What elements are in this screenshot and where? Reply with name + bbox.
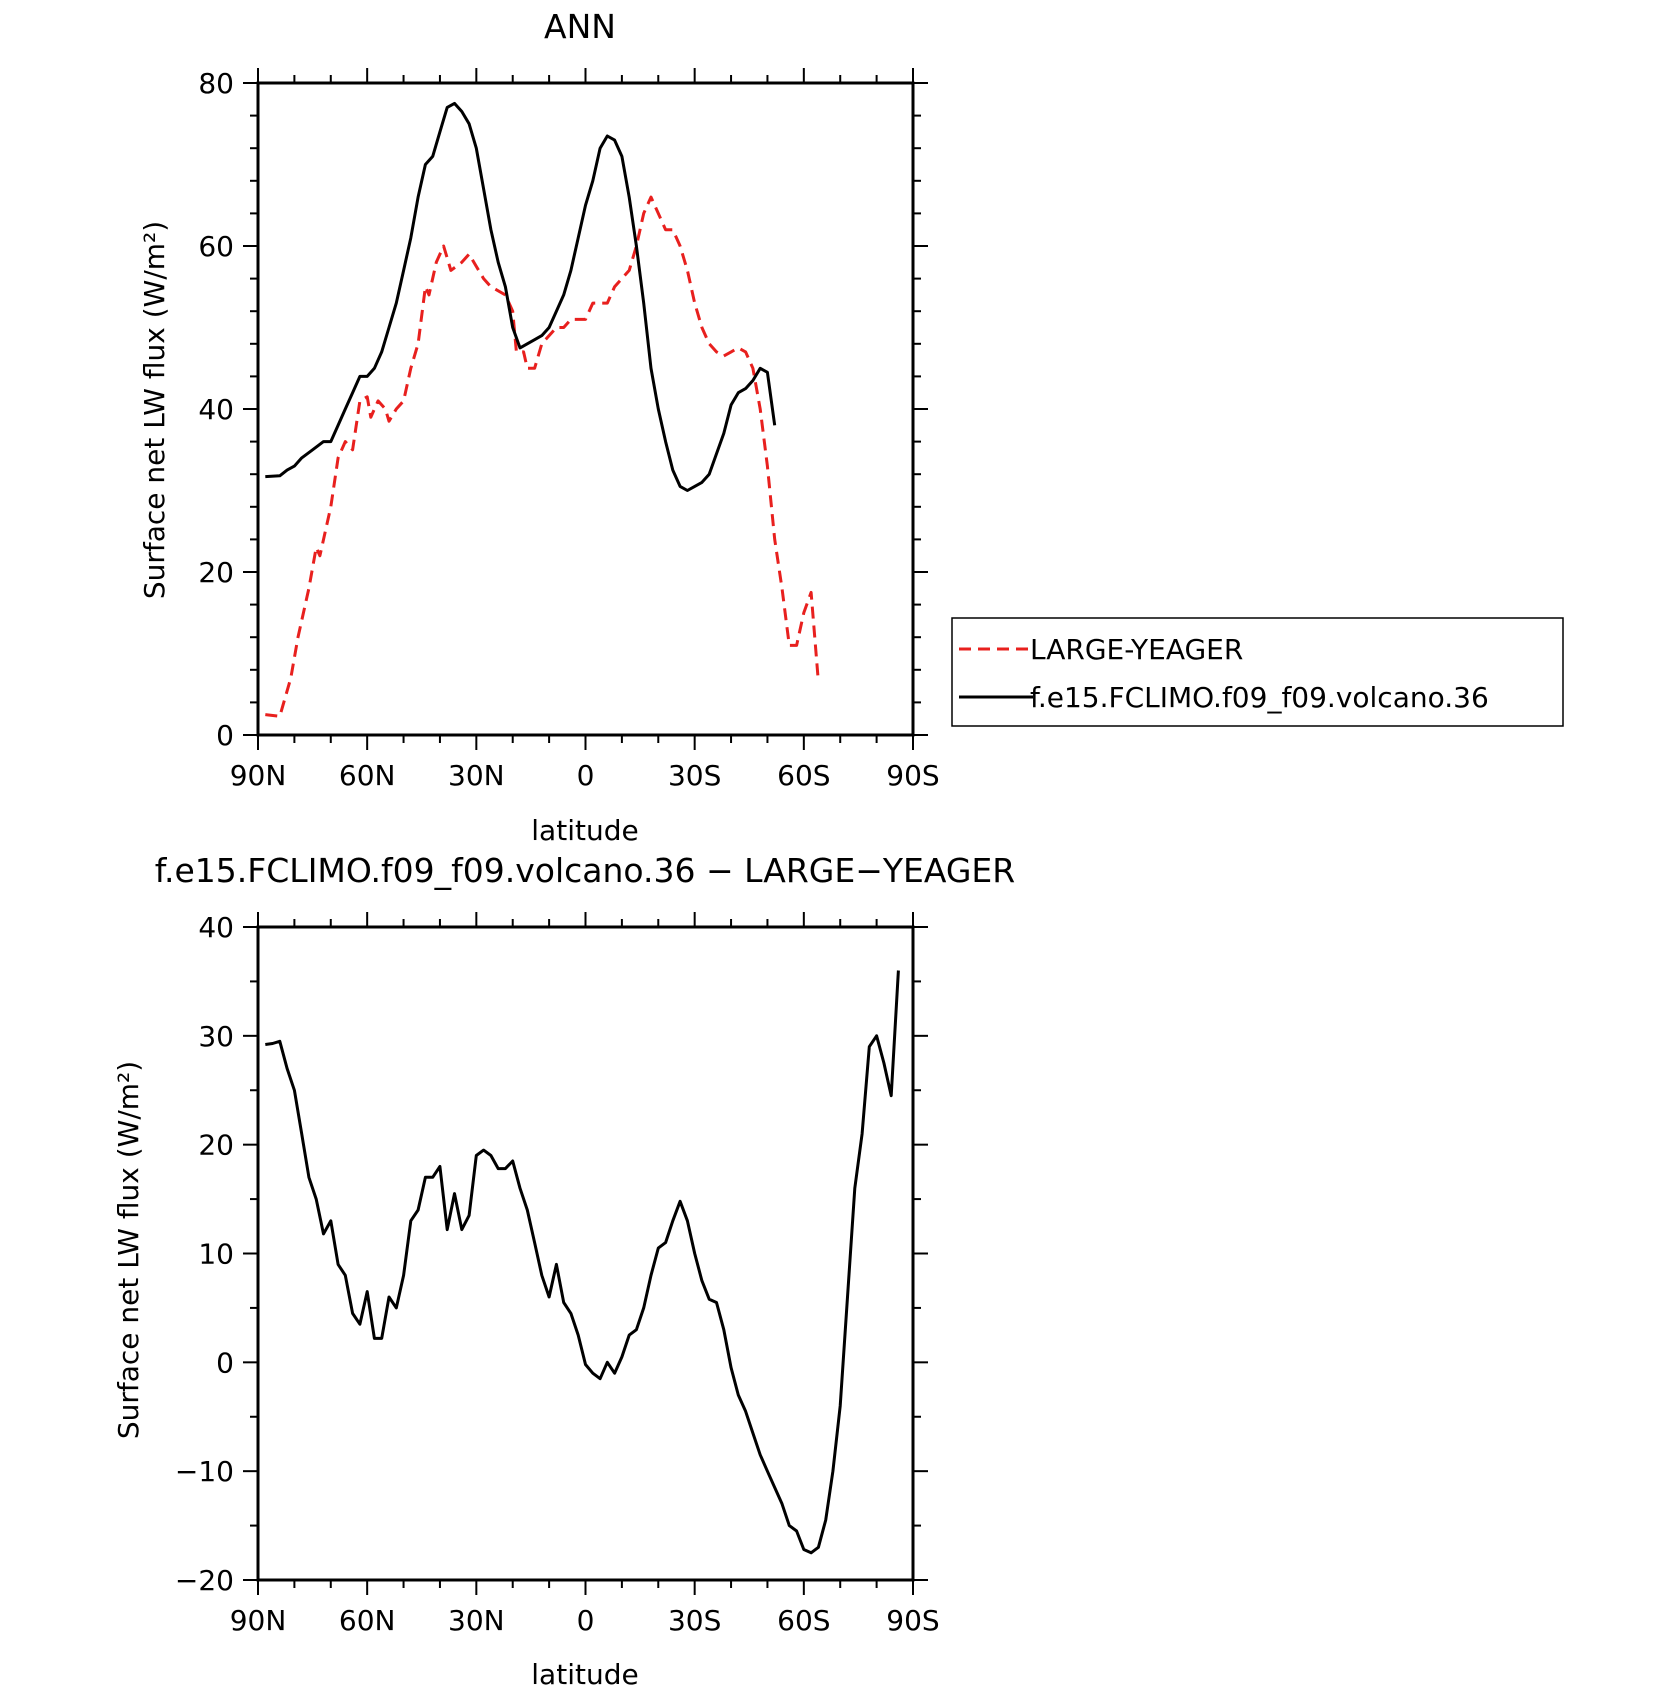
legend-box [951,617,1564,727]
y-tick-label: 0 [216,719,234,752]
x-tick-label: 30S [668,759,721,792]
series-line-volcano [265,101,777,492]
top-series-lines [265,101,820,718]
top-ticks [243,68,928,750]
x-tick-label: 60N [339,759,396,792]
y-tick-label: 20 [198,1129,234,1162]
legend-label-large-yeager: LARGE-YEAGER [1030,633,1243,666]
top-panel: ANN 0 20 40 60 80 90N 60N 30N 0 30S 60S 90S latitu… [138,7,1564,847]
legend: LARGE-YEAGER f.e15.FCLIMO.f09_f09.volcan… [951,617,1564,727]
y-tick-label: 0 [216,1346,234,1379]
top-chart-title: ANN [544,7,616,46]
legend-label-volcano: f.e15.FCLIMO.f09_f09.volcano.36 [1030,681,1489,714]
y-tick-label: 60 [198,230,234,263]
top-y-tick-labels: 0 20 40 60 80 [198,67,234,752]
bottom-panel: f.e15.FCLIMO.f09_f09.volcano.36 − LARGE−… [112,851,1015,1691]
y-tick-label: −20 [175,1564,234,1597]
y-tick-label: 40 [198,911,234,944]
x-tick-label: 0 [577,759,595,792]
y-tick-label: −10 [175,1455,234,1488]
bottom-y-tick-labels: −20 −10 0 10 20 30 40 [175,911,234,1597]
x-tick-label: 90N [230,1604,287,1637]
top-x-axis-label: latitude [531,814,638,847]
top-x-tick-labels: 90N 60N 30N 0 30S 60S 90S [230,759,940,792]
bottom-ticks [243,912,928,1595]
bottom-x-tick-labels: 90N 60N 30N 0 30S 60S 90S [230,1604,940,1637]
x-tick-label: 30N [448,759,505,792]
bottom-y-axis-label: Surface net LW flux (W/m²) [112,1061,145,1439]
x-tick-label: 60N [339,1604,396,1637]
y-tick-label: 30 [198,1020,234,1053]
bottom-plot-frame [256,925,915,1582]
bottom-series-lines [265,970,900,1555]
x-tick-label: 90S [886,759,939,792]
x-tick-label: 30N [448,1604,505,1637]
x-tick-label: 60S [777,759,830,792]
x-tick-label: 90S [886,1604,939,1637]
series-line-large-yeager [265,195,820,718]
y-tick-label: 80 [198,67,234,100]
y-tick-label: 20 [198,556,234,589]
bottom-x-axis-label: latitude [531,1658,638,1691]
x-tick-label: 0 [577,1604,595,1637]
bottom-chart-title: f.e15.FCLIMO.f09_f09.volcano.36 − LARGE−… [155,851,1015,890]
x-tick-label: 60S [777,1604,830,1637]
y-tick-label: 40 [198,393,234,426]
series-line-difference [265,970,900,1555]
top-y-axis-label: Surface net LW flux (W/m²) [138,221,171,599]
x-tick-label: 90N [230,759,287,792]
y-tick-label: 10 [198,1238,234,1271]
x-tick-label: 30S [668,1604,721,1637]
